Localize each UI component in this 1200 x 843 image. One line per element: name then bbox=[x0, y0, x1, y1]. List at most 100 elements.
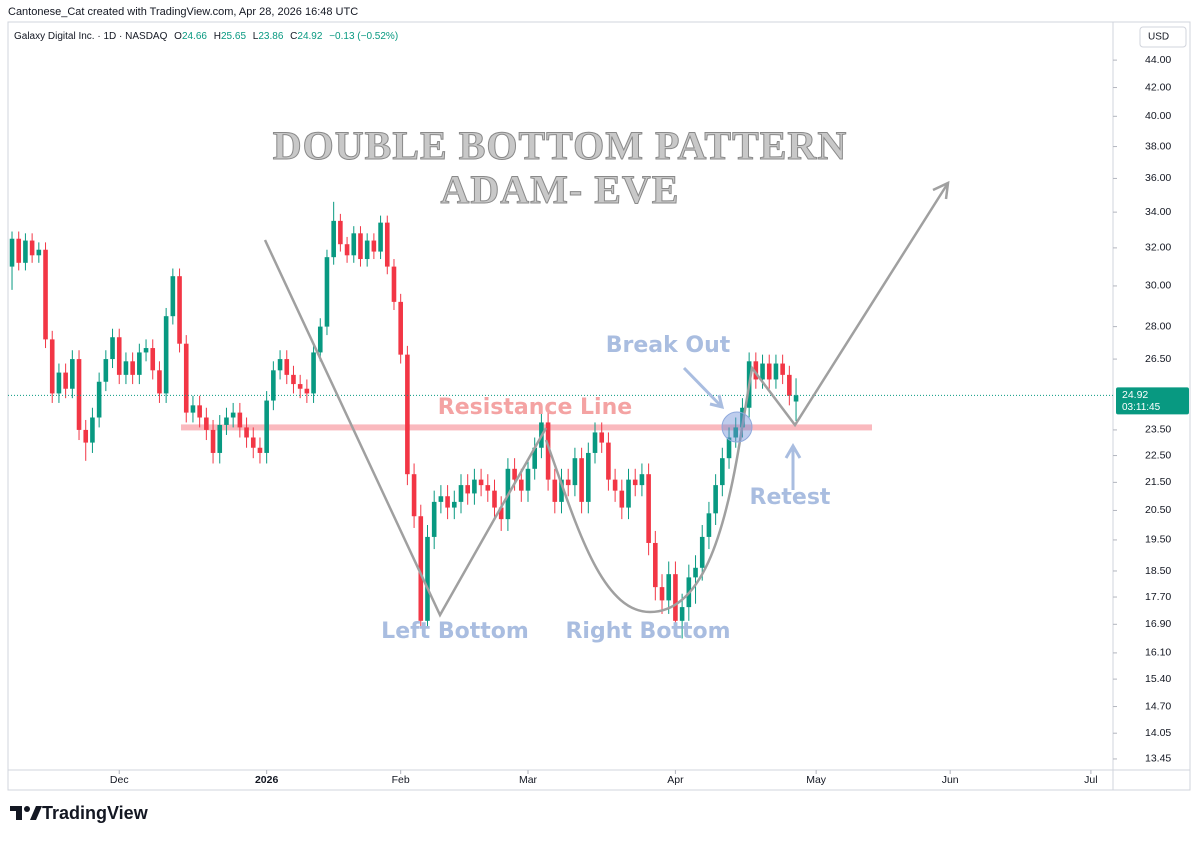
candle-body bbox=[639, 474, 645, 486]
left-bottom-label: Left Bottom bbox=[381, 619, 529, 644]
x-tick-label: Feb bbox=[392, 774, 410, 786]
logo-dot bbox=[24, 806, 30, 812]
ohlc-value: 24.66 bbox=[182, 31, 207, 42]
candle-body bbox=[780, 363, 785, 375]
candle-body bbox=[391, 266, 397, 302]
candle-body bbox=[773, 363, 779, 380]
candle-body bbox=[244, 427, 249, 438]
logo-mark bbox=[10, 806, 22, 820]
y-tick-label: 16.10 bbox=[1145, 647, 1171, 659]
candle-body bbox=[16, 238, 22, 263]
candle-body bbox=[271, 370, 276, 401]
candle-body bbox=[83, 429, 89, 443]
ohlc-value: 25.65 bbox=[221, 31, 246, 42]
candle-body bbox=[693, 567, 698, 578]
candle-body bbox=[793, 395, 799, 402]
candle-body bbox=[230, 412, 236, 418]
blue-arrows bbox=[682, 366, 802, 490]
candle-body bbox=[43, 249, 48, 340]
candle-body bbox=[371, 240, 377, 252]
adam-line bbox=[263, 239, 548, 618]
pattern-drawing bbox=[263, 180, 950, 618]
candle-body bbox=[378, 222, 383, 252]
candle-body bbox=[103, 359, 109, 382]
candle-body bbox=[116, 337, 122, 375]
y-tick-label: 14.70 bbox=[1145, 700, 1171, 712]
candle-body bbox=[217, 424, 223, 453]
candle-body bbox=[431, 501, 437, 537]
candle-body bbox=[626, 479, 631, 508]
x-tick-label: Jun bbox=[942, 774, 959, 786]
pattern-subtitle: ADAM- EVE bbox=[441, 167, 680, 212]
candle-body bbox=[197, 405, 202, 418]
candle-body bbox=[606, 442, 611, 480]
candle-body bbox=[123, 361, 129, 375]
y-tick-label: 44.00 bbox=[1145, 54, 1171, 66]
breakout-marker bbox=[721, 411, 753, 443]
candle-body bbox=[599, 432, 605, 443]
right-bottom-label: Right Bottom bbox=[565, 619, 730, 644]
candle-body bbox=[545, 422, 551, 480]
candle-body bbox=[559, 479, 564, 502]
candle-body bbox=[338, 220, 343, 245]
candle-body bbox=[304, 388, 310, 394]
candle-body bbox=[458, 485, 464, 502]
candle-body bbox=[110, 337, 115, 360]
candle-body bbox=[699, 536, 705, 568]
symbol: Galaxy Digital Inc. · 1D · NASDAQ bbox=[14, 31, 168, 42]
y-tick-label: 32.00 bbox=[1145, 242, 1171, 254]
candle-body bbox=[653, 542, 658, 588]
y-tick-label: 16.90 bbox=[1145, 618, 1171, 630]
x-tick-label: Mar bbox=[519, 774, 538, 786]
ohlc-value: 23.86 bbox=[258, 31, 283, 42]
y-tick-label: 36.00 bbox=[1145, 172, 1171, 184]
candle-body bbox=[465, 485, 470, 494]
y-tick-label: 22.50 bbox=[1145, 449, 1171, 461]
candle-body bbox=[565, 479, 571, 486]
candle-body bbox=[163, 316, 169, 394]
candle-body bbox=[512, 468, 517, 480]
candle-body bbox=[157, 370, 162, 394]
last-price-box bbox=[1116, 387, 1189, 415]
candle-body bbox=[766, 363, 772, 380]
ohlc-key: O bbox=[174, 31, 182, 42]
currency-box[interactable] bbox=[1139, 26, 1187, 48]
candle-body bbox=[612, 479, 618, 491]
candle-body bbox=[485, 485, 491, 491]
footer-logo: TradingView bbox=[10, 803, 149, 823]
y-tick-label: 15.40 bbox=[1145, 673, 1171, 685]
legend: Galaxy Digital Inc. · 1D · NASDAQ O24.66… bbox=[14, 31, 398, 42]
candle-body bbox=[324, 257, 330, 327]
candle-body bbox=[317, 326, 323, 353]
ohlc-value: 24.92 bbox=[297, 31, 322, 42]
candle-body bbox=[250, 437, 256, 448]
breakout-label: Break Out bbox=[606, 333, 731, 358]
candle-body bbox=[297, 384, 303, 389]
candle-body bbox=[679, 607, 685, 621]
x-tick-label: May bbox=[806, 774, 827, 786]
candle-body bbox=[472, 479, 477, 494]
y-tick-label: 38.00 bbox=[1145, 140, 1171, 152]
y-tick-label: 42.00 bbox=[1145, 81, 1171, 93]
y-tick-label: 14.05 bbox=[1145, 727, 1171, 739]
ohlc-key: L bbox=[253, 31, 259, 42]
candle-body bbox=[29, 240, 35, 256]
candle-body bbox=[740, 407, 745, 428]
candle-body bbox=[572, 458, 578, 486]
candle-body bbox=[277, 359, 283, 371]
logo-slash bbox=[30, 806, 42, 820]
y-tick-label: 34.00 bbox=[1145, 206, 1171, 218]
candle-body bbox=[351, 233, 357, 256]
x-tick-label: 2026 bbox=[255, 774, 279, 786]
candle-body bbox=[673, 574, 678, 621]
candle-body bbox=[659, 587, 665, 601]
candle-body bbox=[525, 468, 531, 491]
y-tick-label: 17.70 bbox=[1145, 591, 1171, 603]
plot bbox=[8, 201, 1113, 639]
candle-body bbox=[9, 238, 15, 267]
ohlc-key: H bbox=[214, 31, 221, 42]
candle-body bbox=[96, 381, 102, 418]
